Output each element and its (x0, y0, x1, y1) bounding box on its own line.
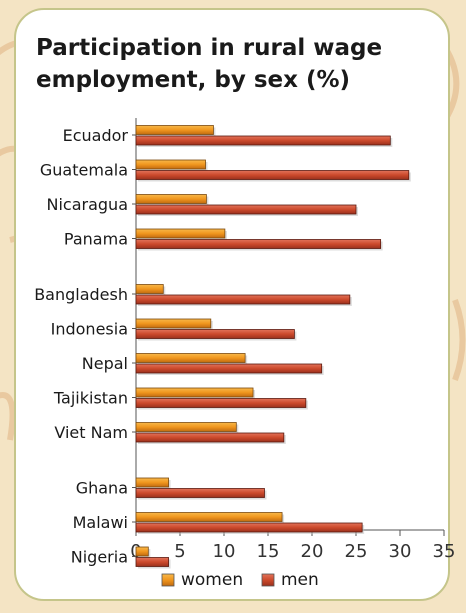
bar-women-malawi (135, 512, 283, 522)
bar-women-tajikistan (135, 387, 254, 398)
x-tick-label: 20 (301, 541, 324, 562)
legend-swatch-women (161, 573, 175, 587)
category-label: Nepal (82, 354, 128, 373)
x-tick-label: 25 (345, 541, 368, 562)
bar-women-panama (135, 228, 226, 239)
bar-men-nepal (135, 363, 323, 374)
category-label: Nigeria (71, 548, 128, 567)
category-label: Panama (64, 230, 128, 249)
category-label: Bangladesh (34, 285, 128, 304)
x-tick-label: 35 (433, 541, 456, 562)
bar-men-nigeria (135, 557, 169, 567)
bar-men-malawi (135, 522, 363, 533)
bar-men-ecuador (135, 135, 391, 146)
bar-men-bangladesh (135, 294, 351, 305)
bar-men-panama (135, 239, 382, 249)
bar-men-guatemala (135, 170, 410, 180)
bar-men-viet-nam (135, 432, 285, 443)
bar-women-nepal (135, 353, 246, 363)
bar-men-ghana (135, 488, 265, 498)
category-label: Tajikistan (53, 389, 128, 408)
x-tick-label: 15 (257, 541, 280, 562)
bar-women-bangladesh (135, 284, 164, 294)
bar-women-guatemala (135, 159, 206, 170)
bar-women-viet-nam (135, 422, 237, 432)
legend-swatch-men (261, 573, 275, 587)
x-tick-label: 5 (174, 541, 185, 562)
category-label: Ghana (76, 479, 128, 498)
chart-title: Participation in rural wage employment, … (36, 35, 383, 93)
category-label: Ecuador (63, 126, 129, 145)
bar-women-ecuador (135, 125, 214, 135)
category-label: Guatemala (40, 161, 128, 180)
x-tick-label: 30 (389, 541, 412, 562)
legend-label-men: men (281, 570, 319, 590)
bar-men-tajikistan (135, 398, 307, 408)
bar-women-indonesia (135, 318, 212, 329)
bar-women-ghana (135, 477, 169, 488)
bar-men-indonesia (135, 329, 295, 339)
bar-men-nicaragua (135, 204, 357, 215)
bar-women-nigeria (135, 546, 149, 557)
category-label: Nicaragua (47, 195, 129, 214)
category-label: Viet Nam (54, 423, 128, 442)
legend-label-women: women (181, 570, 243, 590)
category-label: Malawi (73, 513, 128, 532)
bar-women-nicaragua (135, 194, 207, 204)
category-label: Indonesia (51, 320, 128, 339)
x-tick-label: 10 (213, 541, 236, 562)
